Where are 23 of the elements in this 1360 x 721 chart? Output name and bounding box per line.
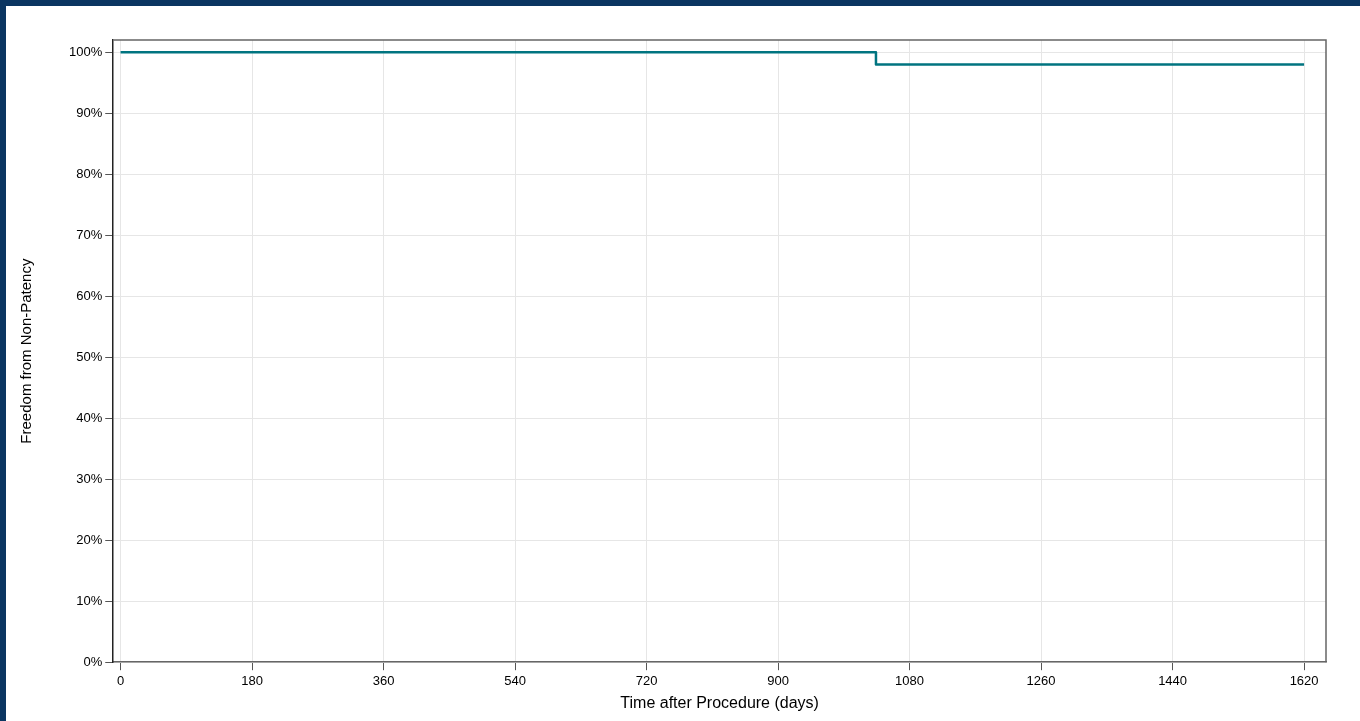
y-tick-label: 40% [76,409,103,425]
x-tick-label: 540 [504,672,526,688]
y-tick-label: 0% [83,653,103,669]
y-axis-title: Freedom from Non-Patency [17,258,35,444]
x-tick-label: 1080 [895,672,925,688]
x-tick-label: 0 [116,672,125,688]
x-tick-label: 180 [241,672,263,688]
y-tick-label: 30% [76,470,103,486]
x-tick-label: 1260 [1026,672,1056,688]
y-tick-label: 70% [76,226,103,242]
x-tick-label: 1440 [1158,672,1188,688]
y-tick-label: 20% [76,531,103,547]
x-axis-title: Time after Procedure (days) [620,693,819,711]
y-tick-label: 60% [76,287,103,303]
x-tick-label: 1620 [1289,672,1319,688]
x-tick-label: 900 [767,672,789,688]
y-tick-label: 50% [76,348,103,364]
x-tick-label: 360 [372,672,395,688]
y-tick-label: 80% [76,165,103,181]
x-tick-label: 720 [635,672,658,688]
y-tick-label: 10% [76,592,103,608]
y-tick-label: 90% [76,104,103,120]
y-tick-label: 100% [69,43,103,59]
